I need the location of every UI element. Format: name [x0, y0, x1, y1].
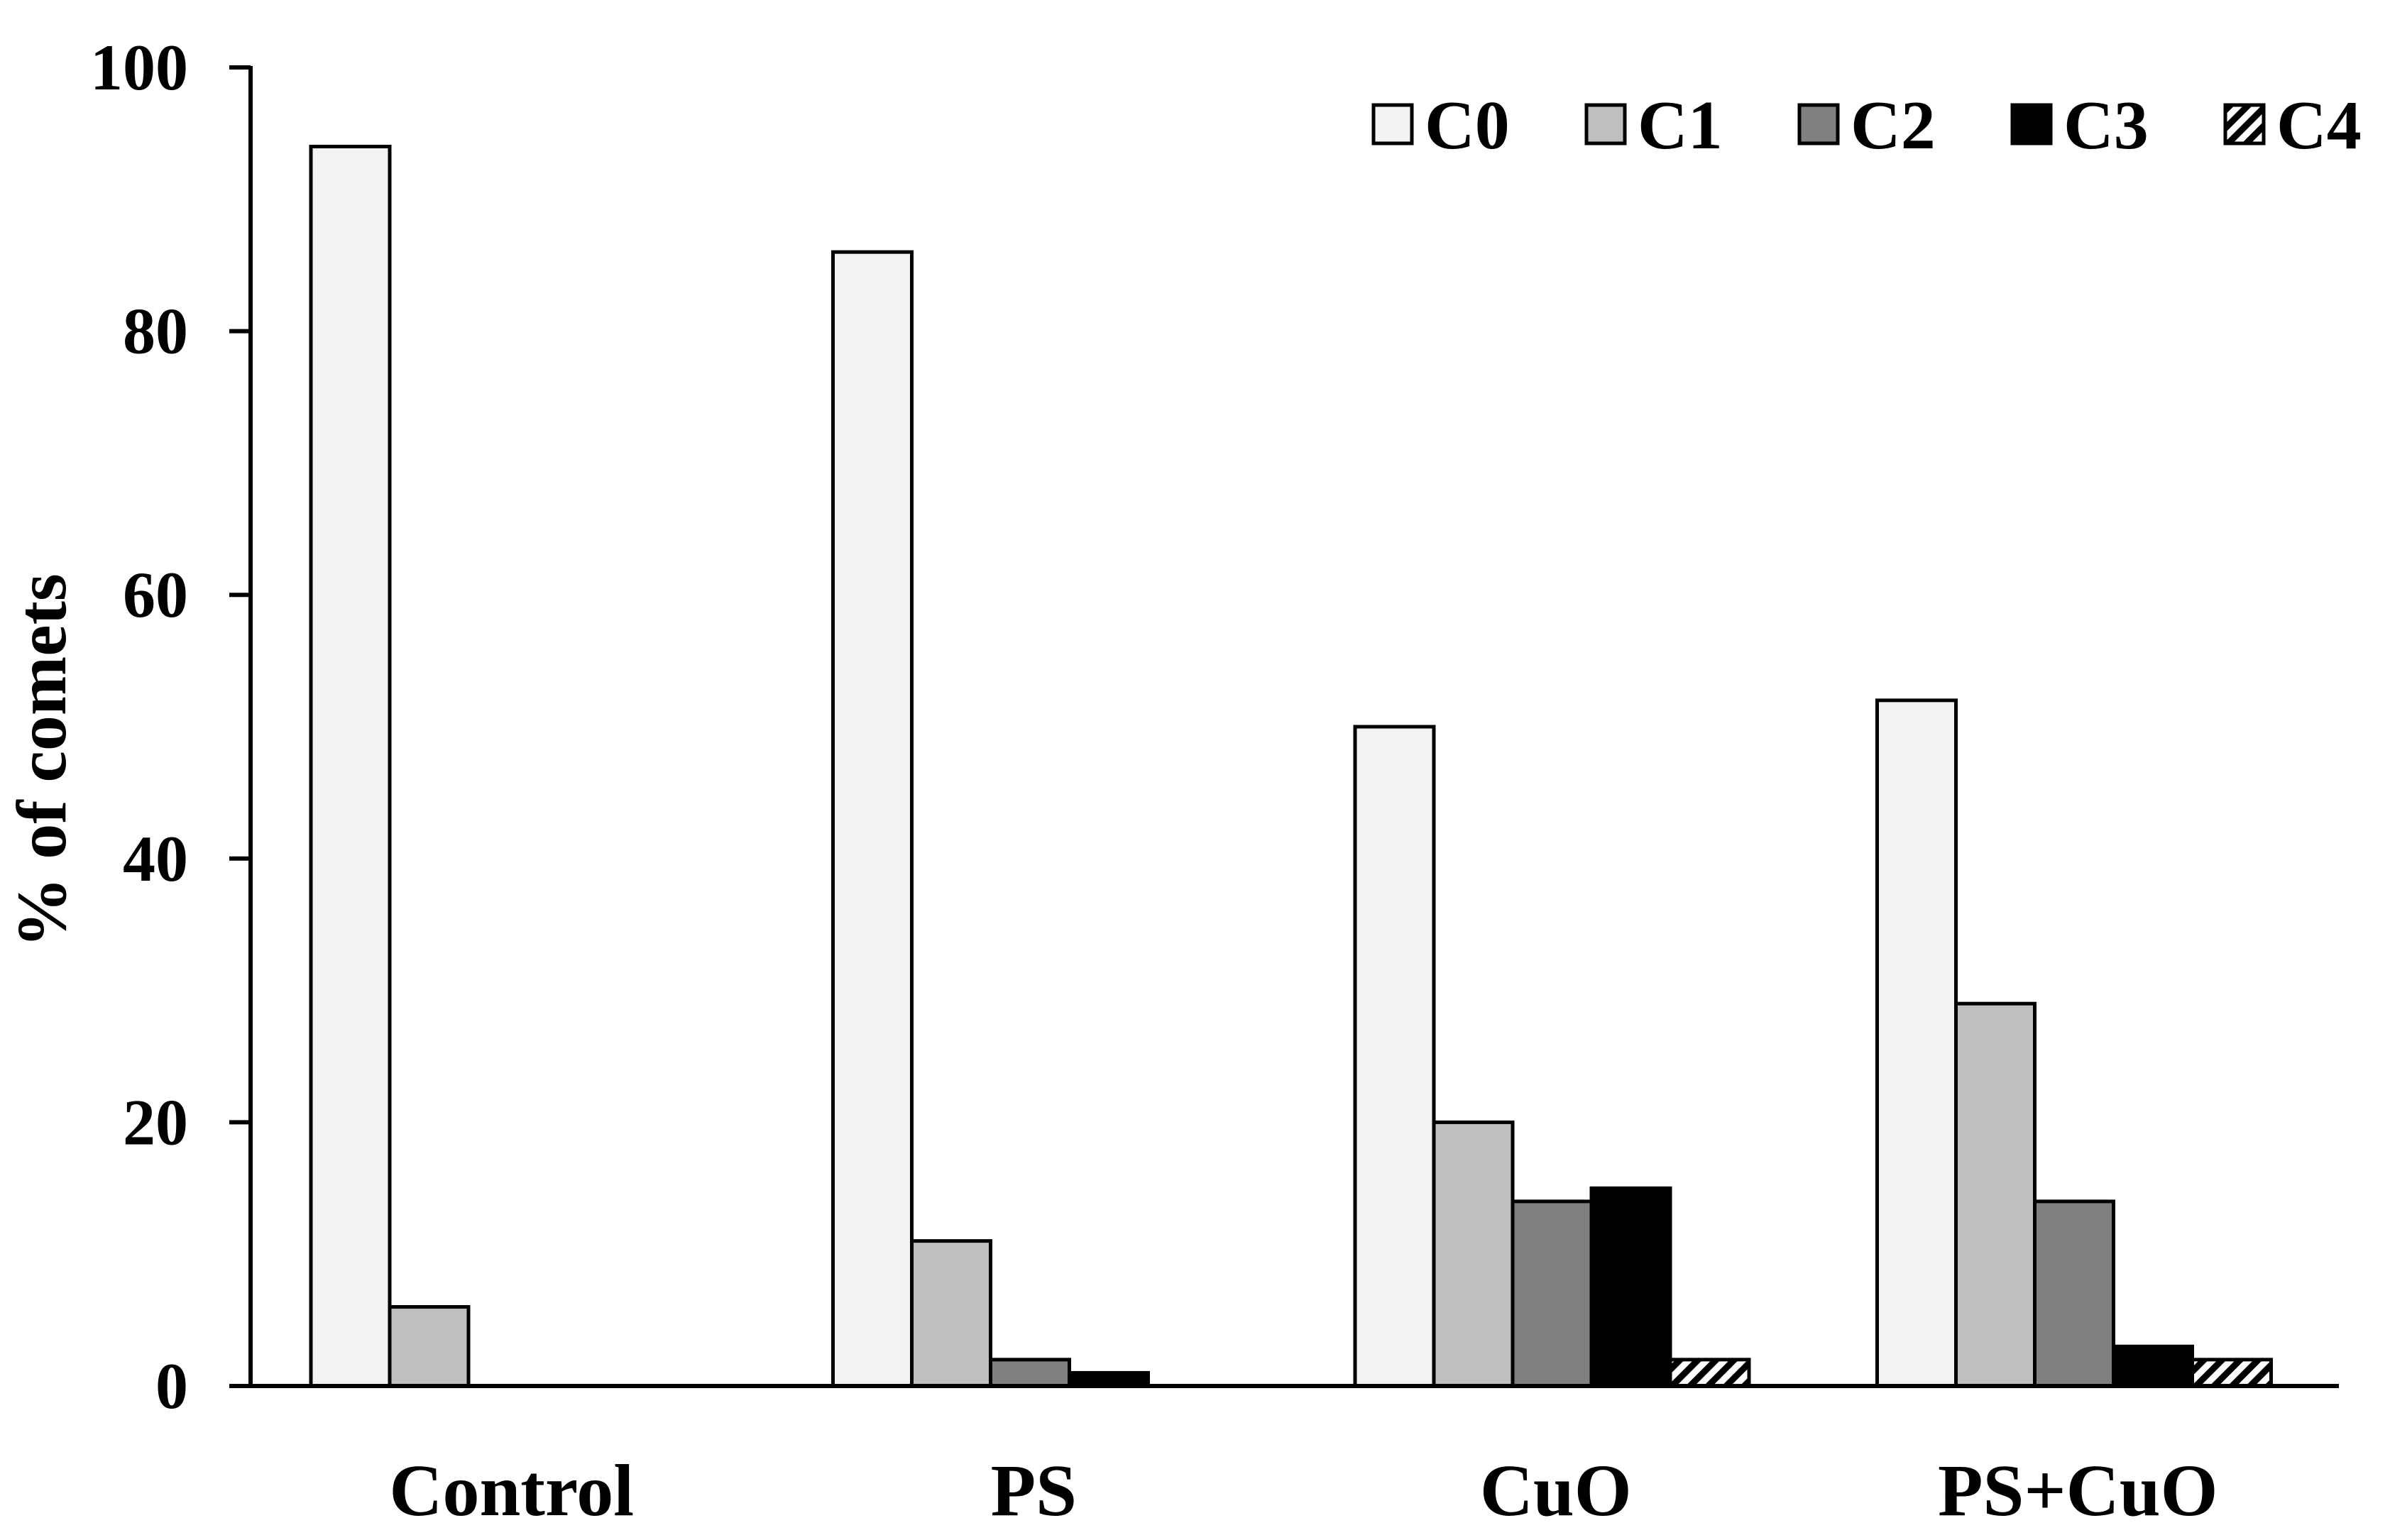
legend-label-c4: C4: [2276, 87, 2362, 164]
bar-ps-cuo-c1: [1954, 1001, 2037, 1388]
bar-cuo-c0: [1353, 725, 1436, 1388]
bar-control-c0: [309, 144, 392, 1388]
legend-label-c0: C0: [1425, 87, 1510, 164]
legend-swatch-c1: [1584, 103, 1627, 145]
x-category-label: PS+CuO: [1938, 1450, 2218, 1531]
bar-ps-c0: [831, 250, 914, 1388]
bar-cuo-c3: [1589, 1186, 1672, 1388]
bar-cuo-c4: [1668, 1358, 1751, 1388]
bar-ps-c1: [910, 1239, 992, 1388]
axes-group: [248, 66, 2339, 1388]
y-ticks-group: 0 20 40 60 80 100: [90, 31, 251, 1422]
bar-cuo-c1: [1432, 1120, 1515, 1388]
bar-cuo-c2: [1511, 1199, 1594, 1388]
y-tick-label: 80: [123, 295, 188, 368]
bar-ps-c2: [989, 1358, 1071, 1388]
category-labels-group: Control PS CuO PS+CuO: [389, 1450, 2218, 1531]
legend-label-c3: C3: [2063, 87, 2149, 164]
y-tick-label: 20: [123, 1086, 188, 1158]
legend-swatch-c0: [1371, 103, 1414, 145]
bar-ps-cuo-c3: [2112, 1344, 2194, 1388]
y-tick-label: 60: [123, 559, 188, 631]
legend-swatch-c3: [2010, 103, 2053, 145]
legend-label-c1: C1: [1638, 87, 1723, 164]
bars-group: [309, 144, 2273, 1388]
legend-swatch-c4: [2223, 103, 2266, 145]
bar-ps-cuo-c0: [1875, 698, 1958, 1388]
legend-swatch-c2: [1797, 103, 1840, 145]
bar-ps-cuo-c4: [2191, 1358, 2273, 1388]
bar-control-c1: [388, 1305, 471, 1388]
x-category-label: PS: [991, 1450, 1077, 1531]
y-tick-label: 40: [123, 823, 188, 895]
y-tick-label: 0: [155, 1350, 188, 1422]
x-category-label: Control: [389, 1450, 634, 1531]
y-tick-label: 100: [90, 31, 188, 104]
bar-ps-cuo-c2: [2033, 1199, 2115, 1388]
x-category-label: CuO: [1480, 1450, 1632, 1531]
legend-label-c2: C2: [1851, 87, 1936, 164]
legend: C0 C1 C2 C3 C4: [1371, 87, 2362, 164]
y-axis-title: % of comets: [2, 573, 81, 948]
